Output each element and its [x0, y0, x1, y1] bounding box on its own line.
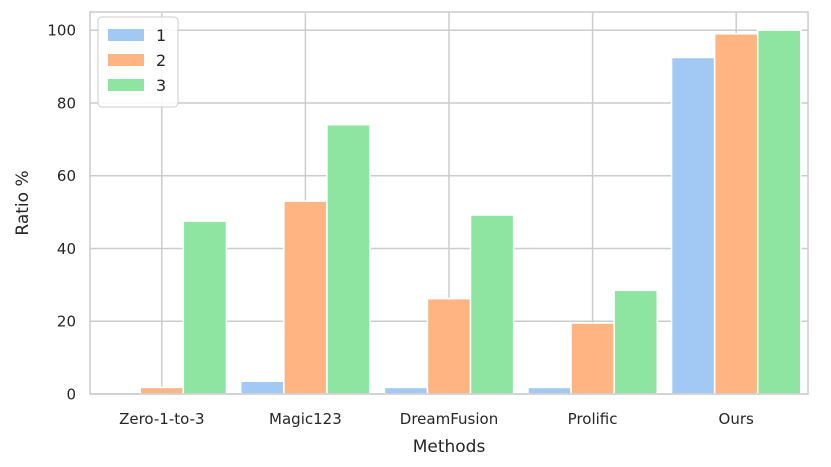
bar-series-2-magic123: [283, 200, 328, 395]
y-tick-label: 0: [66, 386, 76, 404]
y-tick-label: 20: [57, 313, 76, 331]
bar-series-2-zero-1-to-3: [139, 386, 185, 395]
legend-swatch: [108, 79, 144, 91]
y-tick-label: 40: [57, 240, 76, 258]
plot-frame: [89, 11, 809, 395]
legend-swatch: [108, 54, 144, 66]
y-tick-label: 100: [47, 22, 76, 40]
legend: 1 2 3: [97, 16, 179, 108]
bars: [139, 29, 802, 395]
legend-label: 3: [156, 76, 166, 95]
y-tick-label: 60: [57, 167, 76, 185]
bar-series-2-ours: [713, 33, 759, 395]
bar-series-1-magic123: [240, 380, 285, 395]
bar-series-3-dreamfusion: [469, 214, 515, 395]
bar-series-1-prolific: [527, 386, 572, 395]
bar-series-3-prolific: [613, 289, 658, 395]
x-tick-label: Magic123: [269, 410, 342, 428]
x-tick-label: Ours: [719, 410, 754, 428]
x-axis-label: Methods: [413, 437, 486, 457]
legend-label: 1: [156, 26, 166, 45]
bar-series-3-zero-1-to-3: [182, 220, 228, 395]
bar-series-1-ours: [670, 56, 716, 395]
bar-series-3-magic123: [326, 124, 371, 395]
bar-series-2-dreamfusion: [426, 297, 472, 395]
x-tick-labels: Zero-1-to-3 Magic123 DreamFusion Prolific Ou…: [119, 410, 754, 428]
legend-label: 2: [156, 51, 166, 70]
x-tick-label: Prolific: [568, 410, 618, 428]
y-tick-labels: 0 20 40 60 80 100: [47, 22, 76, 404]
x-tick-label: DreamFusion: [400, 410, 498, 428]
bar-series-3-ours: [756, 29, 802, 395]
y-axis-label: Ratio %: [13, 170, 33, 235]
x-tick-label: Zero-1-to-3: [119, 410, 204, 428]
bar-series-1-dreamfusion: [383, 386, 429, 395]
legend-swatch: [108, 29, 144, 41]
y-tick-label: 80: [57, 94, 76, 112]
bar-series-2-prolific: [570, 322, 615, 395]
